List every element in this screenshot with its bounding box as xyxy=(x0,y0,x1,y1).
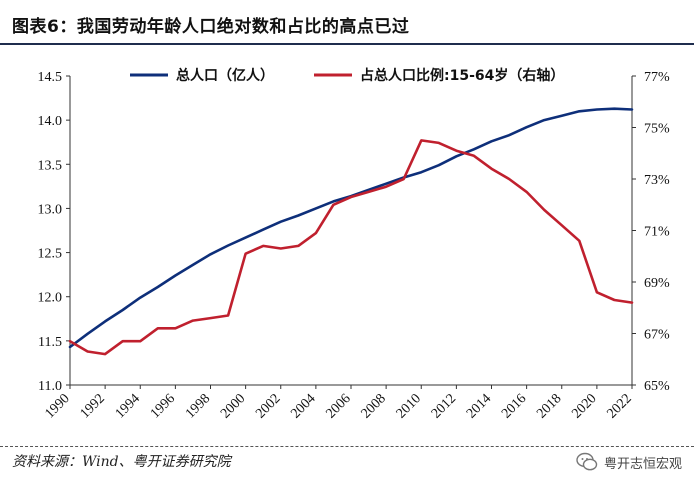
series-line-total-population xyxy=(68,107,634,349)
x-tick-label: 1996 xyxy=(148,391,178,421)
right-tick-label: 69% xyxy=(644,276,670,291)
x-tick-label: 2004 xyxy=(288,391,318,421)
footer-divider xyxy=(0,446,694,447)
right-tick-label: 71% xyxy=(644,225,670,240)
wechat-icon xyxy=(576,452,598,471)
x-tick-label: 1990 xyxy=(42,391,72,421)
x-tick-label: 2014 xyxy=(464,391,494,421)
right-tick-label: 77% xyxy=(644,70,670,85)
right-tick-label: 75% xyxy=(644,122,670,137)
x-tick-label: 1994 xyxy=(113,391,143,421)
watermark: 粤开志恒宏观 xyxy=(576,446,682,478)
left-tick-label: 12.5 xyxy=(38,247,63,262)
left-tick-label: 14.5 xyxy=(38,70,63,85)
right-tick-label: 73% xyxy=(644,173,670,188)
left-tick-label: 13.0 xyxy=(38,202,63,217)
series-line-working-age-share xyxy=(68,139,634,356)
legend-working-age-share-label: 占总人口比例:15-64岁（右轴） xyxy=(360,67,564,84)
x-tick-label: 1992 xyxy=(78,391,108,421)
x-tick-label: 2008 xyxy=(359,391,389,421)
left-tick-label: 12.0 xyxy=(38,291,63,306)
line-chart: 11.0 11.5 12.0 12.5 13.0 13.5 14.0 14.5 65% 67% 69… xyxy=(38,67,671,422)
left-tick-label: 11.5 xyxy=(38,335,62,350)
watermark-label: 粤开志恒宏观 xyxy=(603,456,682,472)
header: 图表6：我国劳动年龄人口绝对数和占比的高点已过 xyxy=(0,0,694,44)
x-tick-label: 2012 xyxy=(429,391,459,421)
x-tick-label: 1998 xyxy=(183,391,213,421)
x-tick-label: 2020 xyxy=(569,391,599,421)
x-tick-label: 2006 xyxy=(323,391,353,421)
right-tick-label: 65% xyxy=(644,379,670,394)
source-note: 资料来源：Wind、粤开证券研究院 xyxy=(12,454,231,470)
x-tick-label: 2010 xyxy=(394,391,424,421)
left-tick-label: 13.5 xyxy=(38,158,63,173)
x-tick-label: 2022 xyxy=(604,391,634,421)
x-tick-label: 2018 xyxy=(534,391,564,421)
x-tick-label: 2002 xyxy=(253,391,283,421)
left-tick-label: 11.0 xyxy=(38,379,62,394)
legend-total-population-label: 总人口（亿人） xyxy=(176,67,274,84)
left-tick-label: 14.0 xyxy=(38,114,63,129)
x-tick-label: 2016 xyxy=(499,391,529,421)
right-tick-label: 67% xyxy=(644,328,670,343)
title-divider xyxy=(0,43,694,45)
x-tick-label: 2000 xyxy=(218,391,248,421)
figure-title: 图表6：我国劳动年龄人口绝对数和占比的高点已过 xyxy=(12,17,410,37)
